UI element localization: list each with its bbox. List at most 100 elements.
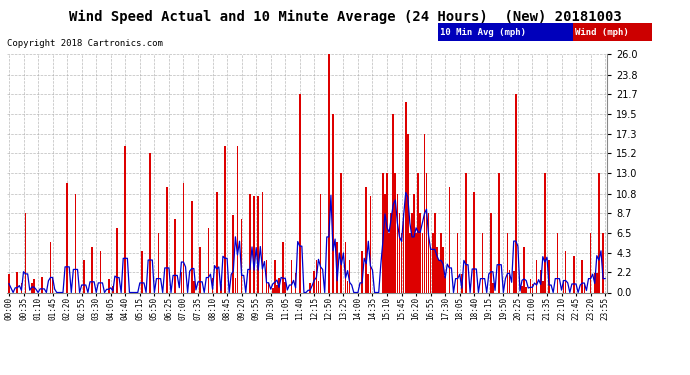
Bar: [409, 233, 411, 292]
Bar: [257, 196, 259, 292]
Bar: [224, 146, 226, 292]
Bar: [513, 271, 515, 292]
Bar: [25, 213, 26, 292]
Bar: [430, 247, 431, 292]
Bar: [482, 233, 484, 292]
Bar: [407, 134, 408, 292]
Bar: [266, 261, 268, 292]
Bar: [444, 276, 446, 292]
Bar: [150, 153, 151, 292]
Bar: [521, 286, 523, 292]
Bar: [344, 242, 346, 292]
Bar: [490, 213, 492, 292]
Bar: [276, 285, 278, 292]
Bar: [395, 173, 396, 292]
Bar: [465, 173, 466, 292]
Bar: [253, 196, 255, 292]
Bar: [544, 173, 546, 292]
Bar: [563, 282, 564, 292]
Bar: [241, 219, 242, 292]
Bar: [272, 288, 274, 292]
Bar: [193, 281, 195, 292]
Bar: [434, 213, 435, 292]
Bar: [594, 273, 595, 292]
Bar: [216, 192, 217, 292]
Bar: [124, 146, 126, 292]
Bar: [175, 219, 176, 292]
Bar: [91, 247, 93, 292]
Bar: [33, 279, 34, 292]
Bar: [349, 261, 351, 292]
Bar: [426, 173, 427, 292]
Bar: [397, 194, 398, 292]
Bar: [278, 278, 280, 292]
Bar: [382, 173, 384, 292]
Bar: [233, 214, 234, 292]
Bar: [237, 146, 238, 292]
Bar: [141, 251, 143, 292]
Bar: [346, 281, 348, 292]
Bar: [166, 187, 168, 292]
Bar: [332, 114, 334, 292]
Text: Wind (mph): Wind (mph): [575, 28, 629, 37]
Bar: [262, 192, 263, 292]
Bar: [274, 261, 276, 292]
Bar: [422, 233, 423, 292]
Bar: [99, 251, 101, 292]
Bar: [523, 247, 525, 292]
Bar: [83, 261, 85, 292]
Bar: [596, 273, 598, 292]
Bar: [442, 247, 444, 292]
Bar: [584, 284, 585, 292]
Bar: [498, 173, 500, 292]
Bar: [199, 247, 201, 292]
Bar: [284, 282, 286, 292]
Bar: [549, 261, 550, 292]
Bar: [403, 213, 404, 292]
Bar: [428, 213, 429, 292]
Bar: [315, 261, 317, 292]
Bar: [415, 233, 417, 292]
Bar: [208, 228, 209, 292]
Bar: [75, 194, 77, 292]
Bar: [399, 213, 400, 292]
Bar: [461, 274, 462, 292]
Bar: [112, 286, 114, 292]
Bar: [529, 279, 531, 292]
Bar: [391, 213, 392, 292]
Bar: [362, 251, 363, 292]
Bar: [386, 173, 388, 292]
Bar: [565, 251, 566, 292]
Bar: [573, 256, 575, 292]
Bar: [181, 272, 182, 292]
Bar: [50, 242, 51, 292]
Bar: [17, 272, 18, 292]
Bar: [401, 233, 402, 292]
Bar: [448, 187, 450, 292]
Bar: [31, 283, 32, 292]
Bar: [336, 242, 338, 292]
Text: Wind Speed Actual and 10 Minute Average (24 Hours)  (New) 20181003: Wind Speed Actual and 10 Minute Average …: [68, 9, 622, 24]
Bar: [417, 173, 419, 292]
Bar: [582, 261, 583, 292]
Bar: [299, 94, 301, 292]
Bar: [531, 284, 533, 292]
Bar: [319, 194, 322, 292]
Bar: [602, 233, 604, 292]
Bar: [21, 283, 22, 292]
Bar: [313, 271, 315, 292]
Bar: [235, 278, 236, 292]
Bar: [473, 192, 475, 292]
Bar: [440, 233, 442, 292]
Bar: [506, 233, 509, 292]
Bar: [220, 284, 221, 292]
Bar: [8, 274, 10, 292]
Bar: [388, 233, 390, 292]
Bar: [438, 261, 440, 292]
Bar: [432, 233, 433, 292]
Bar: [41, 277, 43, 292]
Bar: [191, 201, 193, 292]
Bar: [290, 261, 293, 292]
Bar: [249, 194, 250, 292]
Bar: [317, 281, 319, 292]
